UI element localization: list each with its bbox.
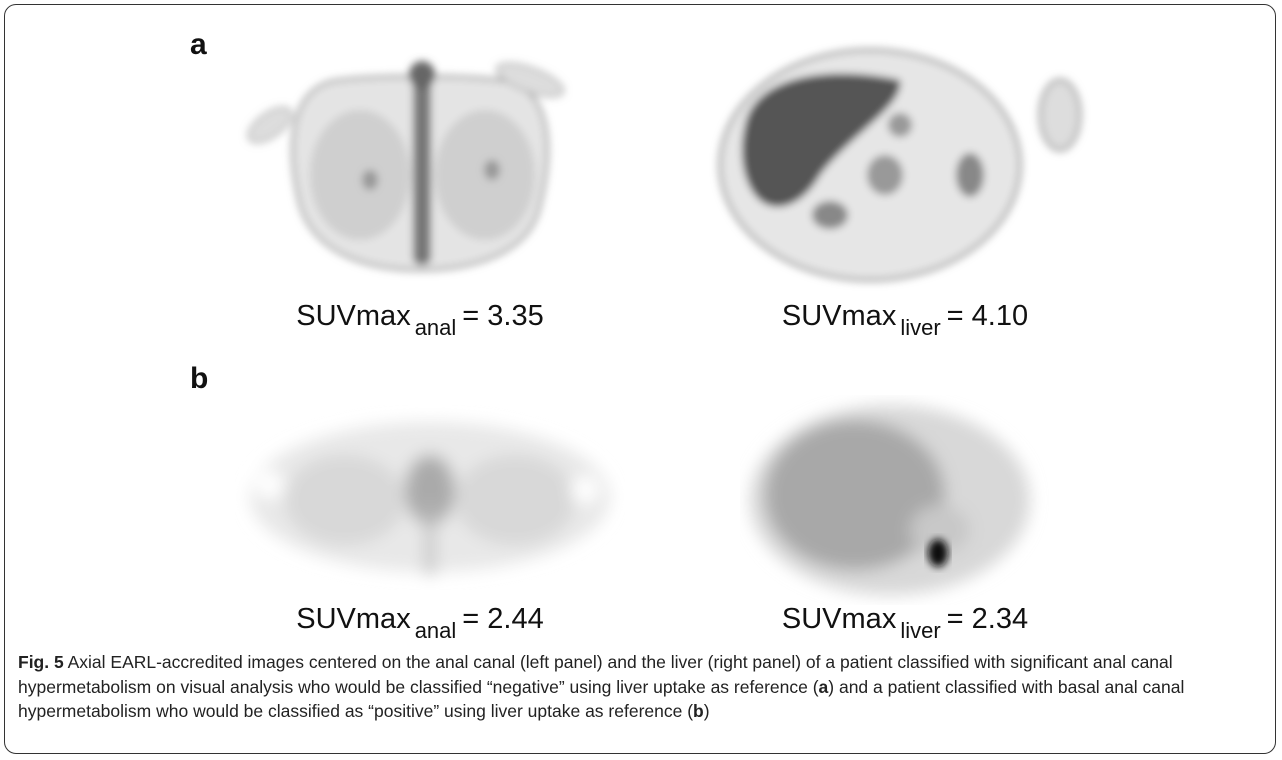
caption-label: Fig. 5 (18, 652, 64, 672)
text: liver (900, 618, 940, 643)
panel-label: a (190, 28, 207, 62)
text: SUVmax (782, 603, 896, 635)
text: = 2.44 (462, 603, 543, 635)
text: anal (415, 618, 457, 643)
pet-scan-anal-b (235, 405, 625, 590)
panel-label: b (190, 362, 208, 396)
text: anal (415, 315, 457, 340)
pet-scan-liver-a (700, 35, 1110, 305)
caption-ref: a (819, 677, 829, 697)
pet-scan-liver-b (740, 395, 1050, 605)
caption-ref: b (693, 701, 704, 721)
page: a b SUVmaxanal (0, 0, 1282, 760)
text: = 4.10 (947, 300, 1028, 332)
text: SUVmax (782, 300, 896, 332)
text: liver (900, 315, 940, 340)
text: = 3.35 (462, 300, 543, 332)
pet-scan-anal-a (230, 45, 610, 295)
text: SUVmax (296, 300, 410, 332)
text: = 2.34 (947, 603, 1028, 635)
caption-text: ) (704, 701, 710, 721)
figure-caption: Fig. 5 Axial EARL-accredited images cent… (18, 650, 1258, 724)
text: SUVmax (296, 603, 410, 635)
